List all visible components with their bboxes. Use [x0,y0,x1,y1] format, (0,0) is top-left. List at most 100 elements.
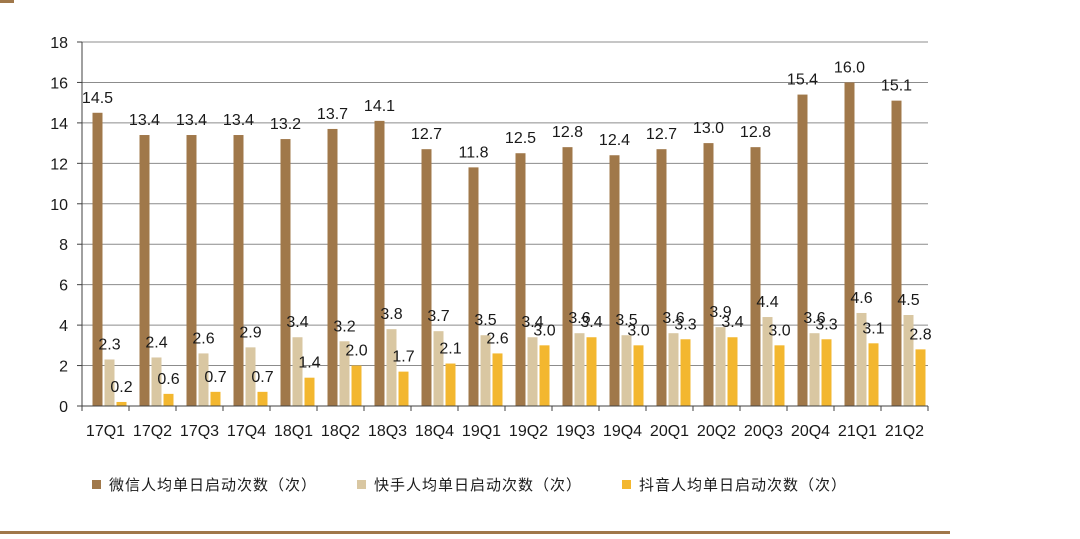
data-label: 2.4 [145,334,167,351]
data-label: 2.3 [98,336,120,353]
data-label: 13.4 [129,112,160,129]
x-tick-label: 17Q1 [86,423,125,440]
data-label: 4.4 [756,294,778,311]
axes [81,42,928,407]
bar [186,135,197,406]
bar [633,345,644,406]
bottom-rule [0,531,950,534]
legend-swatch [357,480,367,489]
data-label: 2.0 [345,343,367,360]
bars [92,82,926,407]
bar [116,401,127,406]
x-tick-label: 17Q4 [227,423,266,440]
bar [762,317,773,406]
x-tick-label: 19Q4 [603,423,642,440]
bar [210,391,221,406]
data-label: 2.9 [239,324,261,341]
data-label: 15.4 [787,72,818,89]
legend-label: 抖音人均单日启动次数（次） [639,476,848,494]
data-label: 1.4 [298,355,320,372]
bar [351,365,362,406]
x-tick-label: 20Q3 [744,423,783,440]
bar [715,327,726,406]
data-label: 3.3 [674,316,696,333]
x-tick-label: 20Q2 [697,423,736,440]
bar [280,139,291,407]
y-tick-label: 18 [50,35,68,52]
bar [809,333,820,406]
y-tick-label: 4 [59,318,68,335]
data-label: 3.5 [615,312,637,329]
data-label: 4.6 [850,290,872,307]
bar [903,315,914,406]
bar [163,393,174,406]
y-axis-ticks: 0 2 4 6 8 10 12 14 16 18 [50,35,82,416]
x-tick-label: 19Q1 [462,423,501,440]
x-tick-label: 19Q3 [556,423,595,440]
bar [609,155,620,406]
legend-label: 快手人均单日启动次数（次） [374,476,583,494]
legend-swatch [622,480,632,489]
bar [386,329,397,406]
data-label: 12.7 [646,126,677,143]
y-tick-label: 12 [50,156,68,173]
data-label: 3.6 [568,310,590,327]
data-label: 3.4 [580,314,602,331]
bar [245,347,256,406]
bar [668,333,679,406]
data-label: 12.8 [552,124,583,141]
data-label: 16.0 [834,59,865,76]
bar [797,94,808,407]
x-tick-label: 21Q2 [885,423,924,440]
data-label: 0.7 [204,369,226,386]
bar [703,143,714,406]
data-label: 12.8 [740,124,771,141]
y-tick-label: 6 [59,278,68,295]
data-label: 3.0 [627,322,649,339]
data-label: 3.4 [286,314,308,331]
data-labels: 14.5 13.4 13.4 13.4 13.2 13.7 14.1 12.7 11.8 12.5… [82,59,932,396]
y-tick-label: 14 [50,116,68,133]
bar-chart: 0 2 4 6 8 10 12 14 16 18 14.5 13.4 13.4 13.4 13.2 13.7… [50,35,932,440]
data-label: 13.4 [223,112,254,129]
bar [92,112,103,407]
bar [844,82,855,406]
bar [856,312,867,406]
x-tick-label: 17Q3 [180,423,219,440]
data-label: 3.6 [803,310,825,327]
bar [868,343,879,406]
data-label: 0.6 [157,371,179,388]
top-accent-mark [0,0,14,3]
bar [398,371,409,406]
data-label: 2.6 [486,330,508,347]
bar [292,337,303,406]
x-tick-label: 18Q1 [274,423,313,440]
bar [421,149,432,406]
bar [821,339,832,406]
bar [480,335,491,406]
bar [562,147,573,406]
bar [198,353,209,406]
data-label: 3.3 [815,316,837,333]
data-label: 3.0 [533,322,555,339]
data-label: 14.5 [82,90,113,107]
data-label: 3.7 [427,308,449,325]
data-label: 12.7 [411,126,442,143]
data-label: 13.7 [317,106,348,123]
data-label: 13.4 [176,112,207,129]
data-label: 12.5 [505,130,536,147]
x-tick-label: 21Q1 [838,423,877,440]
bar [374,120,385,406]
data-label: 3.8 [380,306,402,323]
data-label: 0.2 [110,379,132,396]
data-label: 3.2 [333,318,355,335]
bar [915,349,926,406]
x-tick-label: 20Q1 [650,423,689,440]
data-label: 12.4 [599,132,630,149]
bar [750,147,761,406]
legend-item-wechat: 微信人均单日启动次数（次） [92,474,317,495]
bar [304,377,315,406]
bar [774,345,785,406]
data-label: 4.5 [897,292,919,309]
data-label: 14.1 [364,98,395,115]
